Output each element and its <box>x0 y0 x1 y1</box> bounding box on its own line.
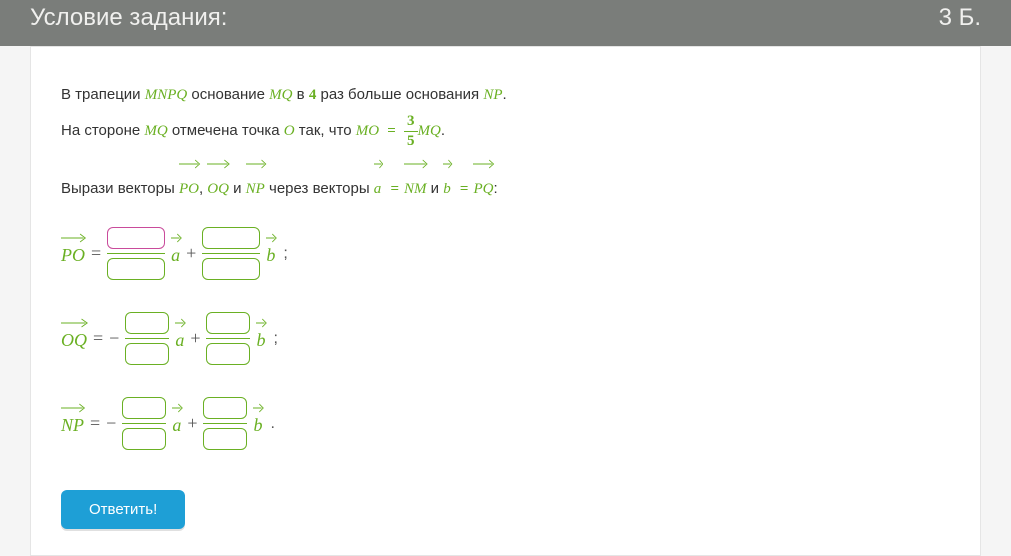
po-a-denominator-input[interactable] <box>107 258 165 280</box>
var-np: NP <box>483 87 502 103</box>
frac-den: 5 <box>404 132 418 149</box>
coef-a-frac <box>122 397 166 450</box>
var-mq: MQ <box>269 87 292 103</box>
vec-b: b <box>256 326 265 351</box>
var-mo: MO <box>356 123 379 139</box>
vec-b: b <box>266 241 275 266</box>
problem-line-3: Вырази векторы PO, OQ и NP через векторы… <box>61 167 950 207</box>
vec-b: b <box>253 411 262 436</box>
problem-line-2: На стороне MQ отмечена точка O так, что … <box>61 113 950 149</box>
np-a-denominator-input[interactable] <box>122 428 166 450</box>
vec-a: a <box>171 241 180 266</box>
text: Вырази векторы <box>61 180 179 197</box>
eq-sign: = <box>385 181 404 197</box>
vec-oq-lhs: OQ <box>61 326 87 351</box>
text: . <box>503 86 507 103</box>
eq-sign: = <box>90 413 100 434</box>
eq-sign: = <box>91 243 101 264</box>
task-header: Условие задания: 3 Б. <box>0 0 1011 46</box>
text: : <box>493 180 497 197</box>
eq-sign: = <box>455 181 474 197</box>
coef-b-frac <box>203 397 247 450</box>
minus-sign: − <box>109 328 119 349</box>
text: так, что <box>295 122 356 139</box>
coef-b-frac <box>202 227 260 280</box>
semicolon: ; <box>283 245 287 263</box>
vec-po: PO <box>179 167 199 207</box>
vec-nm: NM <box>404 167 427 207</box>
text: основание <box>187 86 269 103</box>
text: и <box>427 180 444 197</box>
vec-a: a <box>175 326 184 351</box>
vec-np-lhs: NP <box>61 411 84 436</box>
po-a-numerator-input[interactable] <box>107 227 165 249</box>
vec-a: a <box>172 411 181 436</box>
vec-pq: PQ <box>473 167 493 207</box>
text: и <box>229 180 246 197</box>
equation-oq: OQ = − a + b ; <box>61 312 950 365</box>
semicolon: ; <box>273 330 277 348</box>
coef-a-frac <box>125 312 169 365</box>
text: в <box>293 86 309 103</box>
frac-num: 3 <box>404 114 418 132</box>
eq-sign: = <box>93 328 103 349</box>
vec-np: NP <box>246 167 265 207</box>
text: На стороне <box>61 122 144 139</box>
po-b-denominator-input[interactable] <box>202 258 260 280</box>
period: . <box>270 415 274 433</box>
vec-b: b <box>443 167 451 207</box>
text: через векторы <box>265 180 374 197</box>
vec-oq: OQ <box>207 167 229 207</box>
var-mnpq: MNPQ <box>145 87 188 103</box>
problem-line-1: В трапеции MNPQ основание MQ в 4 раз бол… <box>61 77 950 113</box>
equation-np: NP = − a + b . <box>61 397 950 450</box>
fraction-3-5: 3 5 <box>404 114 418 149</box>
oq-a-denominator-input[interactable] <box>125 343 169 365</box>
plus-sign: + <box>186 243 196 264</box>
var-o: O <box>284 123 295 139</box>
po-b-numerator-input[interactable] <box>202 227 260 249</box>
header-title: Условие задания: <box>30 4 227 32</box>
text: отмечена точка <box>168 122 284 139</box>
equation-po: PO = a + b ; <box>61 227 950 280</box>
oq-a-numerator-input[interactable] <box>125 312 169 334</box>
oq-b-denominator-input[interactable] <box>206 343 250 365</box>
vec-po-lhs: PO <box>61 241 85 266</box>
vec-a: a <box>374 167 382 207</box>
var-mq-3: MQ <box>418 123 441 139</box>
var-mq-2: MQ <box>144 123 167 139</box>
np-b-denominator-input[interactable] <box>203 428 247 450</box>
np-a-numerator-input[interactable] <box>122 397 166 419</box>
text: раз больше основания <box>316 86 483 103</box>
header-points: 3 Б. <box>939 4 981 32</box>
text: , <box>199 180 207 197</box>
minus-sign: − <box>106 413 116 434</box>
text: В трапеции <box>61 86 145 103</box>
eq-sign: = <box>383 123 400 139</box>
problem-text: В трапеции MNPQ основание MQ в 4 раз бол… <box>61 77 950 207</box>
np-b-numerator-input[interactable] <box>203 397 247 419</box>
text: . <box>441 122 445 139</box>
plus-sign: + <box>190 328 200 349</box>
answer-button[interactable]: Ответить! <box>61 490 185 529</box>
coef-b-frac <box>206 312 250 365</box>
oq-b-numerator-input[interactable] <box>206 312 250 334</box>
plus-sign: + <box>187 413 197 434</box>
coef-a-frac <box>107 227 165 280</box>
task-card: В трапеции MNPQ основание MQ в 4 раз бол… <box>30 46 981 556</box>
